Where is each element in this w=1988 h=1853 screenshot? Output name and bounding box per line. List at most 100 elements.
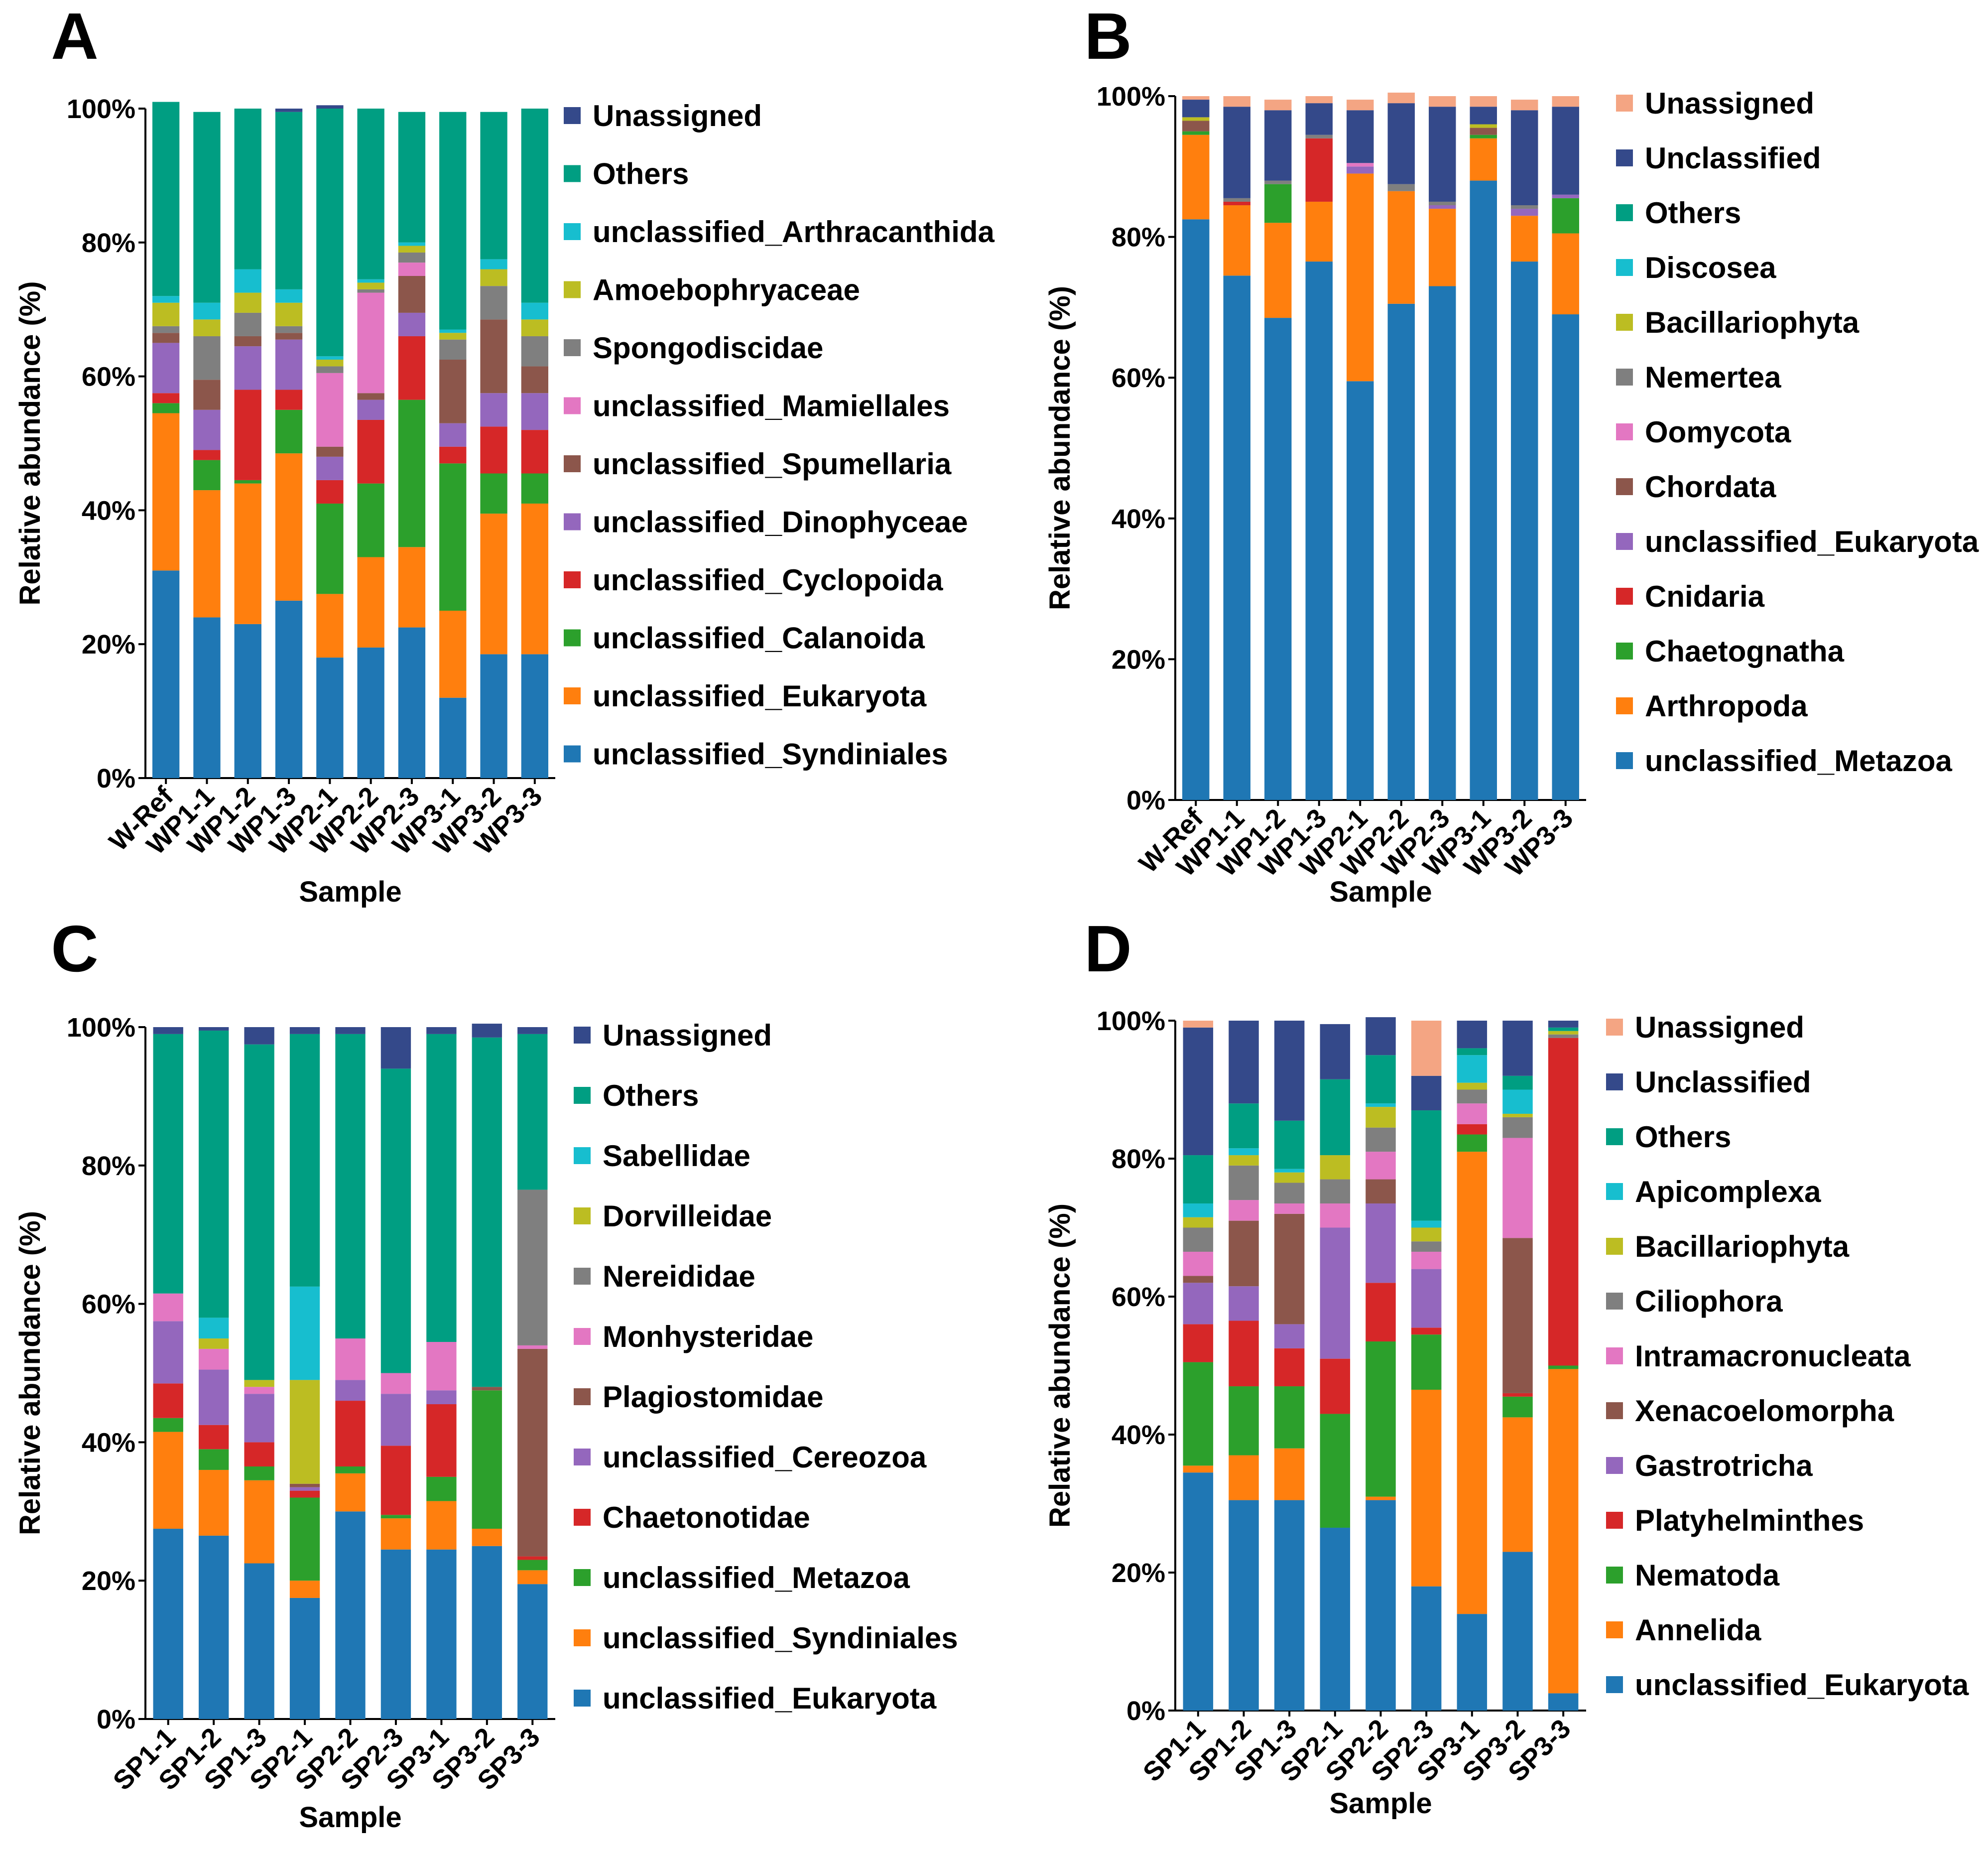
panel-c-legend-label: unclassified_Syndiniales xyxy=(603,1621,958,1655)
panel-b-bar-segment xyxy=(1305,201,1333,262)
panel-a-y-tick-label: 0% xyxy=(97,764,135,794)
panel-b-bar-segment xyxy=(1552,233,1579,315)
panel-a-legend-swatch xyxy=(564,687,581,704)
panel-c-legend-label: Others xyxy=(603,1079,699,1112)
panel-d-bar-segment xyxy=(1502,1089,1533,1114)
panel-a-legend-label: unclassified_Cyclopoida xyxy=(593,563,943,597)
panel-b-bar-segment xyxy=(1511,216,1538,262)
panel-d-bar-segment xyxy=(1274,1386,1305,1449)
panel-b-legend-swatch xyxy=(1616,204,1633,221)
panel-c-legend-swatch xyxy=(574,1388,591,1405)
panel-a-bar-segment xyxy=(234,624,261,778)
panel-d-bar-segment xyxy=(1411,1269,1442,1328)
panel-a-bar-segment xyxy=(480,286,507,320)
panel-c-bar-segment xyxy=(289,1487,320,1491)
panel-d-bar-segment xyxy=(1366,1055,1396,1104)
panel-c-legend-label: Chaetonotidae xyxy=(603,1501,810,1534)
panel-a-bar-segment xyxy=(357,289,384,293)
panel-d-bar-segment xyxy=(1411,1251,1442,1269)
panel-c-legend-swatch xyxy=(574,1027,591,1044)
panel-a-bar-segment xyxy=(521,393,549,430)
panel-a-bar-segment xyxy=(521,654,549,778)
panel-a-bar-segment xyxy=(439,339,467,360)
panel-c-bar-segment xyxy=(244,1442,274,1467)
panel-c-bar-segment xyxy=(198,1338,229,1349)
panel-b-legend-label: Cnidaria xyxy=(1645,580,1765,613)
panel-d-bar-segment xyxy=(1320,1155,1351,1180)
panel-c-bar-segment xyxy=(517,1027,548,1034)
panel-d-bar-segment xyxy=(1366,1341,1396,1497)
panel-b-legend-label: unclassified_Eukaryota xyxy=(1645,525,1979,558)
panel-b-bar-segment xyxy=(1223,107,1250,198)
panel-b-bar-segment xyxy=(1305,262,1333,800)
panel-c-legend-label: Plagiostomidae xyxy=(603,1380,823,1414)
panel-c-bar-segment xyxy=(517,1560,548,1571)
panel-a-x-axis-title: Sample xyxy=(299,876,401,908)
panel-b-bar-segment xyxy=(1552,96,1579,107)
panel-b-bar-segment xyxy=(1429,96,1456,107)
panel-a-bar-segment xyxy=(480,112,507,260)
panel-b-legend-label: Discosea xyxy=(1645,251,1776,284)
panel-c-legend-swatch xyxy=(574,1207,591,1224)
panel-b-bar-segment xyxy=(1347,100,1374,111)
panel-a-letter: A xyxy=(51,0,98,73)
panel-b-bar-segment xyxy=(1387,303,1415,800)
panel-b-legend-label: Bacillariophyta xyxy=(1645,306,1860,339)
panel-b-bar-segment xyxy=(1347,381,1374,800)
panel-b-bar-segment xyxy=(1305,138,1333,202)
panel-a-bar-segment xyxy=(439,360,467,423)
panel-d-bar-segment xyxy=(1229,1148,1259,1156)
panel-c-legend-swatch xyxy=(574,1328,591,1345)
panel-b-bar-segment xyxy=(1470,134,1497,138)
panel-d-bar-segment xyxy=(1183,1021,1214,1028)
panel-c-bar-segment xyxy=(153,1293,183,1322)
panel-d-x-axis-title: Sample xyxy=(1329,1787,1432,1820)
panel-c-x-axis-title: Sample xyxy=(299,1801,401,1834)
panel-a-bar-segment xyxy=(234,480,261,484)
panel-a-bar-segment xyxy=(275,390,303,410)
panel-b-bar-segment xyxy=(1511,100,1538,111)
panel-a-bar-segment xyxy=(152,393,180,403)
panel-b-legend-label: Unclassified xyxy=(1645,141,1821,175)
panel-d-bar-segment xyxy=(1274,1500,1305,1711)
panel-a-legend-label: Amoebophryaceae xyxy=(593,273,860,307)
panel-a-legend-label: unclassified_Eukaryota xyxy=(593,679,927,713)
panel-d-bar-segment xyxy=(1411,1110,1442,1221)
panel-a-legend-swatch xyxy=(564,281,581,298)
panel-c-legend-label: Dorvilleidae xyxy=(603,1199,772,1233)
panel-a-bar-segment xyxy=(275,409,303,454)
panel-d-bar-segment xyxy=(1274,1120,1305,1169)
panel-c-legend-swatch xyxy=(574,1147,591,1164)
panel-d-bar-segment xyxy=(1411,1075,1442,1111)
panel-d-bar-segment xyxy=(1274,1169,1305,1173)
panel-a-bar-segment xyxy=(439,112,467,330)
panel-c-y-tick-label: 80% xyxy=(82,1151,135,1181)
panel-d-bar-segment xyxy=(1502,1552,1533,1711)
panel-d-bar-segment xyxy=(1502,1396,1533,1418)
panel-c-bar-segment xyxy=(335,1338,366,1380)
panel-c-bar-segment xyxy=(335,1401,366,1467)
panel-b-bar-segment xyxy=(1223,275,1250,800)
panel-b-bar-segment xyxy=(1429,286,1456,800)
panel-b-bar-segment xyxy=(1182,100,1210,118)
panel-c-y-tick-label: 0% xyxy=(97,1705,135,1734)
panel-c-bar-segment xyxy=(198,1425,229,1450)
panel-d-bar-segment xyxy=(1366,1179,1396,1204)
panel-d-bar-segment xyxy=(1548,1021,1579,1028)
panel-a: A0%20%40%60%80%100%W-RefWP1-1WP1-2WP1-3W… xyxy=(14,0,995,908)
panel-d-bar-segment xyxy=(1457,1134,1488,1152)
panel-c-bar-segment xyxy=(153,1529,183,1719)
panel-b-y-tick-label: 100% xyxy=(1097,82,1165,112)
panel-d-legend-label: Nematoda xyxy=(1635,1559,1780,1592)
panel-b-legend-swatch xyxy=(1616,697,1633,714)
panel-a-y-tick-label: 80% xyxy=(82,228,135,258)
panel-a-bar-segment xyxy=(234,336,261,347)
panel-d-legend-label: Xenacoelomorpha xyxy=(1635,1394,1894,1428)
panel-a-bar-segment xyxy=(316,594,344,658)
panel-c-bar-segment xyxy=(289,1380,320,1484)
panel-c-bar-segment xyxy=(153,1432,183,1529)
panel-a-bar-segment xyxy=(357,647,384,778)
panel-c-bar-segment xyxy=(153,1321,183,1384)
panel-d-bar-segment xyxy=(1366,1017,1396,1056)
panel-b-legend-label: Arthropoda xyxy=(1645,689,1808,723)
